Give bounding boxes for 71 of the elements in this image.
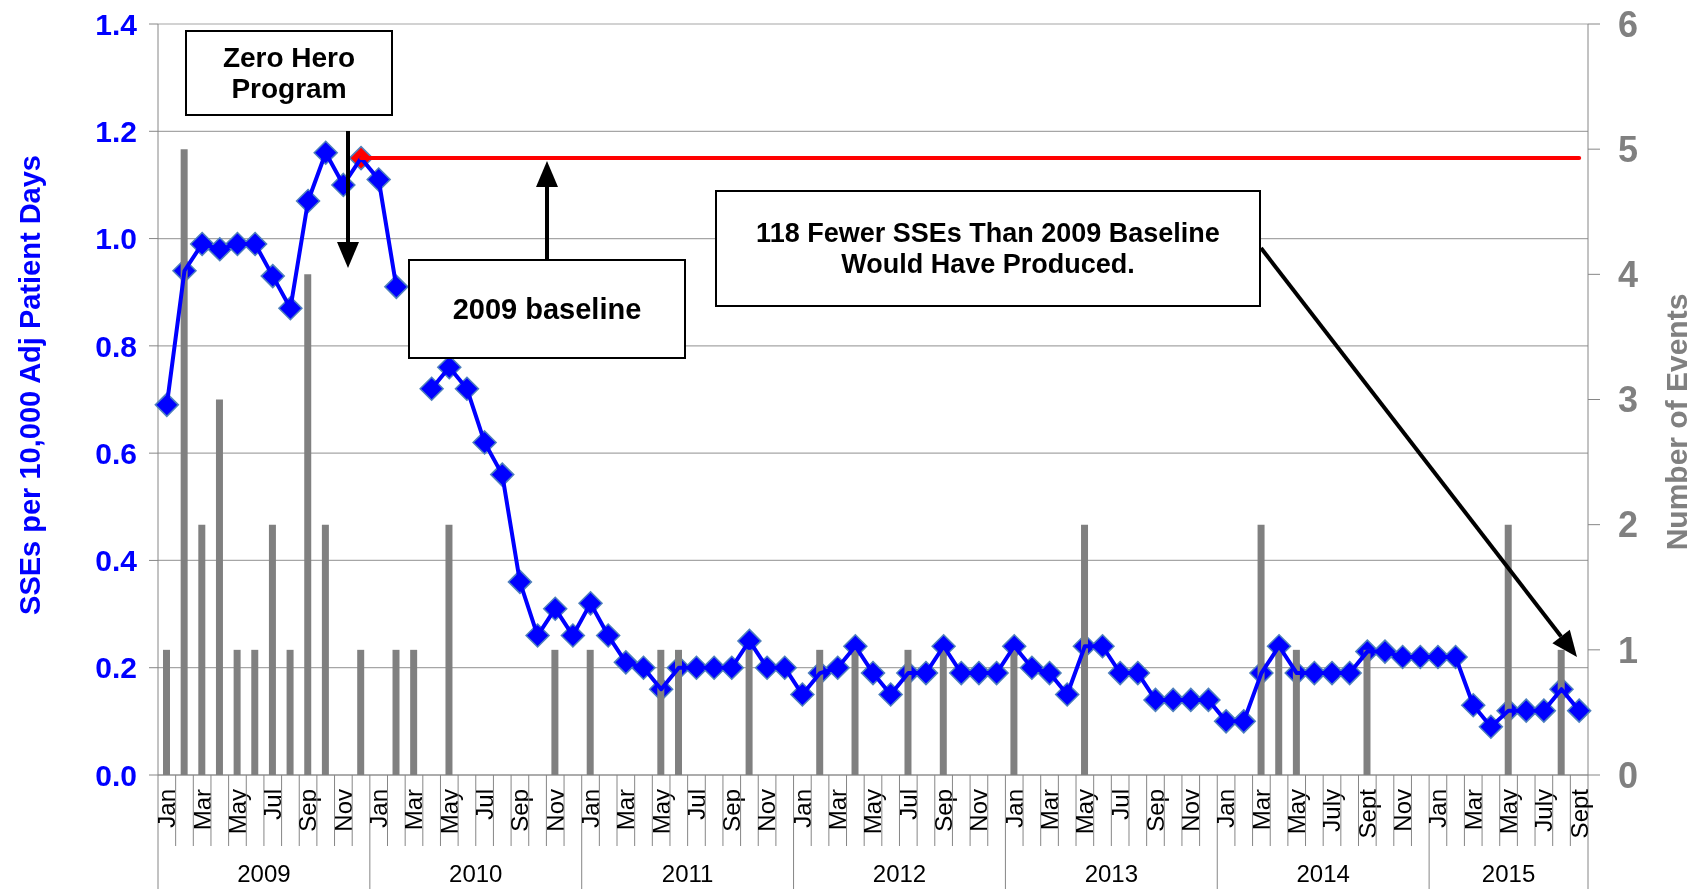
y-tick-label: 1.0 — [95, 222, 137, 256]
y2-tick-label: 3 — [1618, 379, 1639, 421]
y-axis-title: SSEs per 10,000 Adj Patient Days — [14, 155, 46, 615]
y-tick-label: 0.0 — [95, 758, 137, 792]
x-tick-label: May — [1283, 789, 1311, 835]
x-tick-label: Jul — [471, 789, 498, 820]
x-tick-label: Jan — [1212, 789, 1240, 828]
y2-tick-label: 1 — [1618, 629, 1639, 671]
x-tick-label: Nov — [329, 789, 357, 832]
text: 2014 — [1296, 859, 1350, 887]
x-tick-label: May — [1071, 789, 1099, 835]
y2-tick-label: 5 — [1618, 128, 1639, 170]
x-tick-label: Mar — [1247, 789, 1275, 831]
callout-box: Zero Hero Program — [185, 30, 393, 116]
y2-tick-label: 0 — [1618, 754, 1639, 796]
x-tick-label: Jan — [1000, 789, 1028, 828]
text: 2012 — [872, 859, 927, 887]
callout-box: 2009 baseline — [408, 259, 686, 359]
x-tick-label: Jan — [576, 789, 604, 828]
annotation: 118 Fewer SSEs Than 2009 Baseline Would Have Produced. — [755, 218, 1221, 279]
x-tick-label: Jul — [682, 789, 710, 820]
x-tick-label: Sep — [718, 789, 746, 832]
x-tick-label: Mar — [1035, 789, 1063, 831]
x-tick-label: Mar — [824, 789, 852, 831]
y2-tick-label: 4 — [1618, 254, 1639, 296]
text: 2011 — [661, 859, 714, 887]
y-tick-label: 0.4 — [95, 544, 138, 578]
x-tick-label: Nov — [541, 789, 569, 832]
x-tick-label: July — [1530, 789, 1558, 832]
x-tick-label: May — [859, 789, 887, 835]
y-tick-label: 0.8 — [95, 329, 137, 363]
x-tick-label: Jan — [1424, 789, 1452, 828]
y2-axis-title: Number of Events — [1659, 293, 1693, 551]
x-tick-label: Jul — [894, 789, 922, 820]
x-tick-label: Sep — [294, 789, 322, 832]
x-tick-label: Sept — [1565, 788, 1593, 839]
x-tick-label: May — [647, 789, 675, 835]
x-tick-label: Jul — [1106, 789, 1134, 820]
x-tick-label: Mar — [1459, 789, 1487, 831]
callout-box: 118 Fewer SSEs Than 2009 Baseline Would Have Produced. — [715, 190, 1261, 307]
y-tick-label: 1.2 — [95, 114, 137, 148]
x-tick-label: Sep — [930, 789, 958, 832]
x-tick-label: Nov — [1177, 789, 1205, 832]
text: 2010 — [449, 859, 503, 887]
x-tick-label: Jan — [788, 789, 816, 828]
x-tick-label: Sept — [1353, 788, 1381, 839]
x-tick-label: Nov — [753, 789, 781, 832]
y-tick-label: 0.2 — [95, 651, 137, 685]
x-tick-label: Mar — [188, 789, 216, 831]
y-tick-label: 1.4 — [95, 7, 138, 41]
text: 2013 — [1084, 859, 1139, 887]
text: 2009 — [237, 859, 291, 887]
x-tick-label: May — [223, 789, 251, 835]
x-tick-label: Mar — [612, 789, 640, 831]
y2-tick-label: 2 — [1618, 504, 1639, 546]
x-tick-label: May — [1494, 789, 1522, 835]
annotation: 2009 baseline — [452, 292, 642, 326]
x-tick-label: Jan — [365, 789, 393, 828]
y-tick-label: 0.6 — [95, 436, 137, 470]
x-tick-label: Jan — [153, 789, 181, 828]
annotation: Zero Hero Program — [221, 41, 357, 105]
x-tick-label: Nov — [965, 789, 993, 832]
x-tick-label: Nov — [1389, 789, 1417, 832]
x-tick-label: Jul — [259, 789, 287, 820]
y2-tick-label: 6 — [1618, 3, 1639, 45]
x-tick-label: July — [1318, 789, 1346, 832]
x-tick-label: Sep — [1141, 789, 1169, 832]
x-tick-label: May — [435, 789, 463, 835]
x-tick-label: Sep — [506, 789, 534, 832]
text: 2015 — [1481, 859, 1536, 887]
x-tick-label: Mar — [400, 789, 428, 831]
